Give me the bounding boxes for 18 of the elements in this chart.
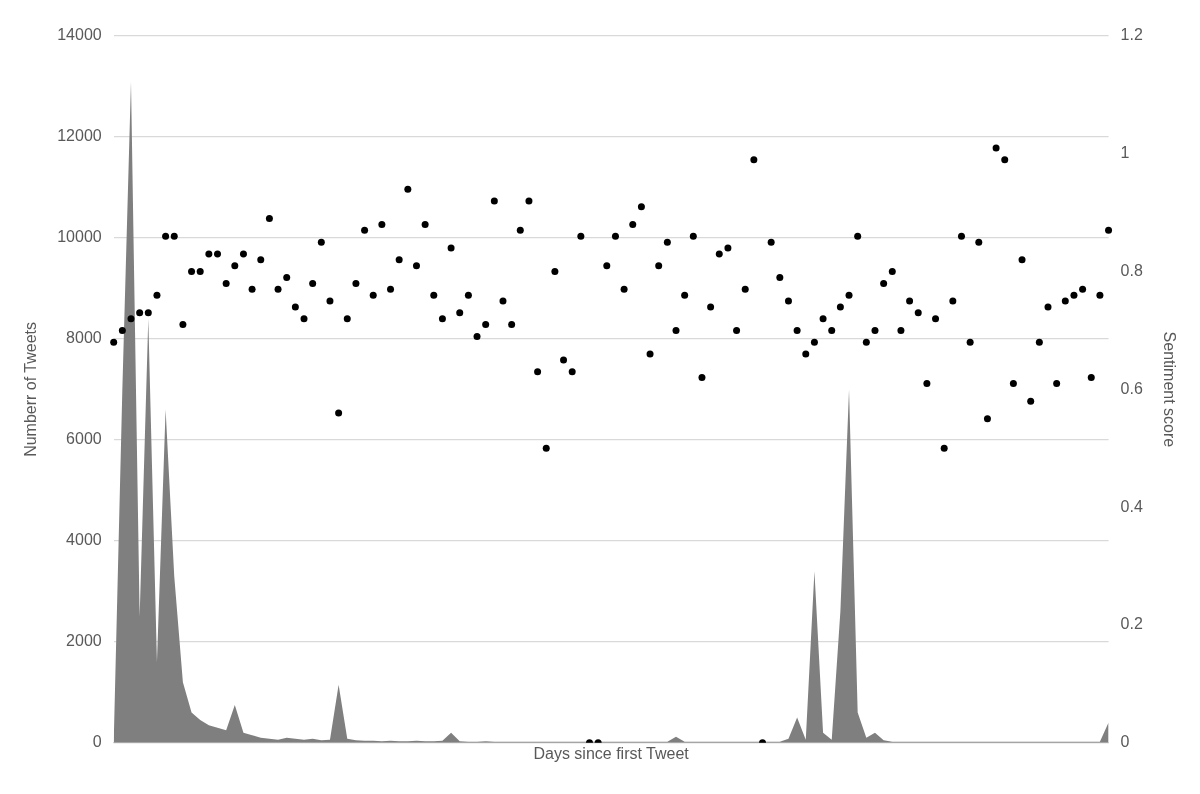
x-axis-title: Days since first Tweet (533, 744, 690, 762)
y2-tick-label: 0 (1120, 733, 1130, 751)
y2-axis-title: Sentiment score (1160, 331, 1178, 448)
y-tick-label: 12000 (57, 127, 102, 145)
y-tick-label: 2000 (66, 632, 102, 650)
y-tick-label: 8000 (66, 329, 102, 347)
y-tick-label: 6000 (66, 430, 102, 448)
y-axis-title: Numberr of Tweets (22, 321, 40, 457)
y-tick-label: 10000 (57, 228, 102, 246)
y2-tick-label: 1.2 (1120, 26, 1143, 44)
y-tick-label: 4000 (66, 531, 102, 549)
y2-tick-label: 1 (1120, 144, 1130, 162)
y-tick-label: 0 (92, 733, 102, 751)
y2-tick-label: 0.4 (1120, 497, 1143, 515)
y2-tick-label: 0.6 (1120, 379, 1143, 397)
y2-tick-label: 0.2 (1120, 615, 1143, 633)
y2-tick-label: 0.8 (1120, 262, 1143, 280)
y-tick-label: 14000 (57, 26, 102, 44)
